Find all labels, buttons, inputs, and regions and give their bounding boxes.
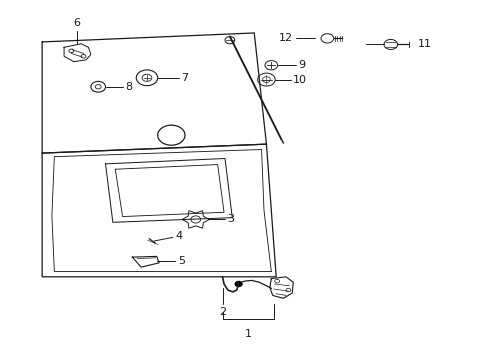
Text: 10: 10 bbox=[293, 75, 306, 85]
Text: 6: 6 bbox=[74, 18, 81, 28]
Text: 1: 1 bbox=[244, 329, 251, 339]
Text: 4: 4 bbox=[175, 231, 182, 241]
Circle shape bbox=[235, 282, 242, 287]
Text: 7: 7 bbox=[181, 73, 188, 83]
Text: 11: 11 bbox=[417, 40, 431, 49]
Text: 12: 12 bbox=[279, 33, 293, 43]
Text: 5: 5 bbox=[177, 256, 184, 266]
Text: 3: 3 bbox=[227, 215, 234, 224]
Text: 2: 2 bbox=[219, 307, 225, 316]
Text: 8: 8 bbox=[125, 82, 132, 92]
Text: 9: 9 bbox=[298, 60, 305, 70]
